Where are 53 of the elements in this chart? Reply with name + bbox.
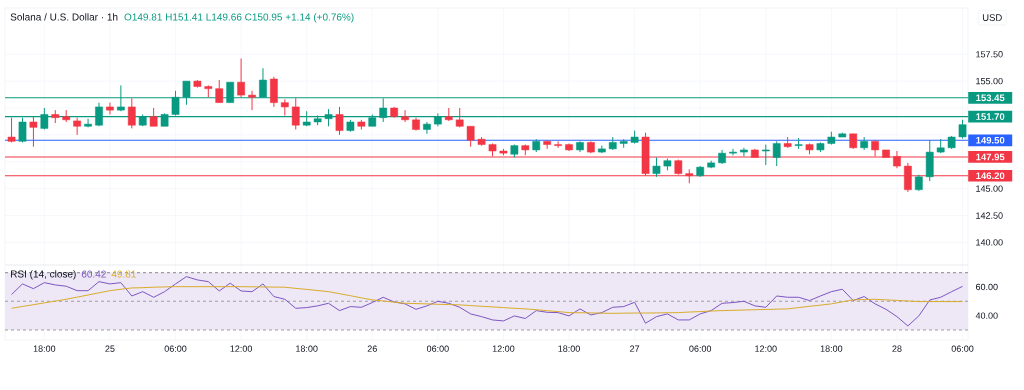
- y-tick-label: 140.00: [976, 239, 1003, 246]
- ref-line-label: 146.20: [976, 172, 1005, 180]
- candlestick: [29, 116, 38, 148]
- candlestick: [772, 140, 781, 167]
- y-axis-title: USD: [982, 14, 1002, 21]
- y-tick-label: 60.00: [975, 283, 998, 291]
- candlestick: [248, 90, 256, 111]
- x-tick-label: 26: [367, 345, 377, 352]
- candlestick: [215, 79, 224, 104]
- candlestick: [73, 117, 81, 136]
- y-tick-label: 145.00: [976, 185, 1003, 192]
- chart-title: RSI (14, close): [11, 270, 76, 280]
- ref-line-label: 151.70: [976, 113, 1005, 120]
- candlestick: [729, 148, 737, 156]
- x-tick-label: 12:00: [230, 345, 253, 352]
- candlestick: [761, 144, 770, 166]
- y-tick-label: 155.00: [976, 77, 1003, 85]
- x-tick-label: 12:00: [492, 345, 515, 352]
- chart-subtitle: O149.81 H151.41 L149.66 C150.95 +1.14 (+0.76%): [124, 13, 354, 23]
- x-tick-label: 06:00: [951, 345, 974, 352]
- y-tick-label: 40.00: [975, 312, 998, 319]
- y-tick-label: 157.50: [976, 51, 1003, 58]
- candlestick: [958, 119, 967, 140]
- candlestick: [237, 58, 245, 98]
- x-tick-label: 06:00: [426, 345, 449, 352]
- x-tick-label: 18:00: [33, 345, 56, 352]
- x-tick-label: 06:00: [689, 345, 712, 352]
- x-tick-label: 06:00: [164, 345, 187, 352]
- chart-title: Solana / U.S. Dollar · 1h: [10, 13, 118, 21]
- candlestick: [291, 97, 300, 131]
- candlestick: [401, 109, 409, 123]
- candlestick: [106, 102, 114, 115]
- candlestick: [335, 106, 344, 136]
- x-tick-label: 27: [630, 345, 640, 352]
- y-tick-label: 142.50: [976, 212, 1003, 219]
- x-tick-label: 18:00: [296, 345, 318, 352]
- x-tick-label: 18:00: [558, 345, 580, 352]
- ref-line-label: 149.50: [976, 136, 1005, 144]
- candlestick: [149, 107, 158, 127]
- x-tick-label: 18:00: [820, 345, 843, 352]
- annotation: 49.81: [111, 270, 136, 278]
- candlestick: [466, 125, 475, 148]
- x-tick-label: 12:00: [755, 345, 777, 352]
- candlestick: [652, 156, 661, 178]
- x-tick-label: 25: [105, 345, 115, 352]
- candlestick: [554, 140, 562, 149]
- candlestick: [7, 117, 16, 143]
- ref-line-label: 153.45: [976, 94, 1005, 102]
- annotation: 60.42: [81, 270, 106, 278]
- ref-line-label: 147.95: [976, 153, 1005, 161]
- candlestick: [270, 76, 278, 108]
- x-tick-label: 28: [892, 345, 902, 352]
- candlestick: [127, 97, 136, 129]
